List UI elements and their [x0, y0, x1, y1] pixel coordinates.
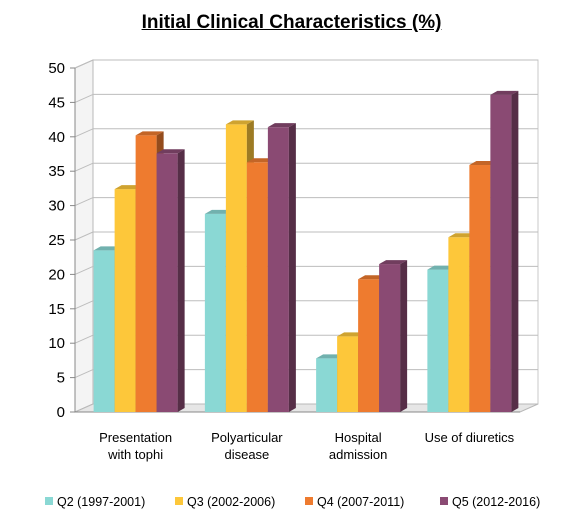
gridline-side: [74, 369, 94, 379]
x-category-label: Presentation with tophi: [99, 430, 172, 462]
y-tick-label: 50: [48, 60, 65, 77]
y-tick-label: 35: [48, 163, 65, 180]
legend-label: Q2 (1997-2001): [57, 495, 145, 509]
bars-layer: [93, 90, 519, 412]
x-category-label: Polyarticular disease: [211, 430, 283, 462]
y-tick-label: 5: [57, 370, 65, 387]
y-tick-label: 30: [48, 198, 65, 215]
y-tick-label: 15: [48, 301, 65, 318]
gridline-side: [74, 197, 94, 207]
legend-label: Q4 (2007-2011): [317, 495, 404, 509]
legend-item: Q5 (2012-2016): [440, 495, 540, 509]
bar: [379, 260, 408, 412]
legend-layer: Q2 (1997-2001) Q3 (2002-2006) Q4 (2007-201…: [45, 495, 540, 509]
bar: [490, 90, 519, 412]
chart-title: Initial Clinical Characteristics (%): [141, 12, 442, 33]
x-category-label: Use of diuretics: [425, 430, 515, 445]
legend-swatch: [45, 497, 53, 505]
gridline-side: [74, 334, 94, 344]
labels-layer: 0 5 10 15 20 25 30 35 40 45 50 Presentation with top…: [48, 60, 514, 462]
gridline-side: [74, 59, 94, 69]
legend-swatch: [305, 497, 313, 505]
y-tick-label: 25: [48, 232, 65, 249]
legend-swatch: [440, 497, 448, 505]
legend-item: Q4 (2007-2011): [305, 495, 404, 509]
gridline-side: [74, 128, 94, 138]
gridline-side: [74, 231, 94, 241]
legend-item: Q2 (1997-2001): [45, 495, 145, 509]
gridline-side: [74, 93, 94, 103]
gridline-side: [74, 265, 94, 275]
y-tick-label: 0: [57, 404, 65, 421]
legend-item: Q3 (2002-2006): [175, 495, 275, 509]
legend-label: Q3 (2002-2006): [187, 495, 275, 509]
y-tick-label: 40: [48, 129, 65, 146]
y-tick-label: 10: [48, 335, 65, 352]
gridline-side: [74, 300, 94, 310]
y-tick-label: 20: [48, 266, 65, 283]
bar: [156, 149, 185, 412]
legend-swatch: [175, 497, 183, 505]
legend-label: Q5 (2012-2016): [452, 495, 540, 509]
bar: [267, 123, 296, 412]
gridline-side: [74, 162, 94, 172]
x-category-label: Hospital admission: [329, 430, 388, 462]
y-tick-label: 45: [48, 94, 65, 111]
